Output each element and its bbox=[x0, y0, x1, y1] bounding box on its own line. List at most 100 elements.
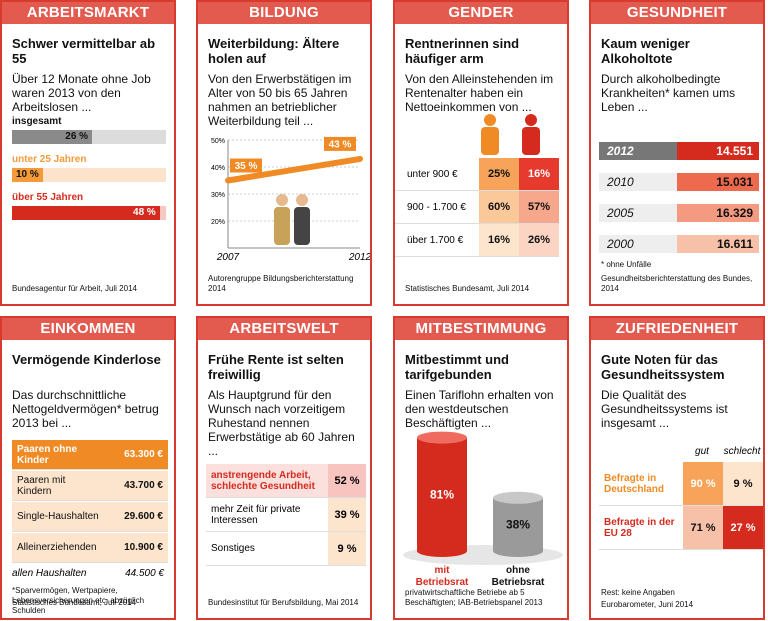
source: privatwirtschaftliche Betriebe ab 5 Besc… bbox=[405, 588, 543, 607]
value-cell: 52 % bbox=[328, 464, 366, 498]
value-cell: 43.700 € bbox=[104, 471, 168, 501]
row-label: Befragte in Deutschland bbox=[599, 462, 683, 506]
year: 2005 bbox=[607, 206, 634, 220]
panel-intro: Einen Tariflohn erhalten von den westdeu… bbox=[405, 388, 554, 430]
panel-title: Schwer vermittelbar ab 55 bbox=[12, 36, 156, 66]
year: 2000 bbox=[607, 237, 634, 251]
value-cell: 14.551 bbox=[677, 142, 759, 160]
source: Autorengruppe Bildungsberichterstattung … bbox=[208, 274, 354, 293]
table-cell: 71 % bbox=[683, 506, 723, 550]
total-value: 44.500 € bbox=[125, 568, 164, 579]
y-tick-label: 40% bbox=[211, 165, 225, 172]
value-cell: 63.300 € bbox=[104, 440, 168, 470]
card: BILDUNG Weiterbildung: Ältere holen auf Vo… bbox=[196, 0, 372, 306]
footnote: *Sparvermögen, Wertpapiere, Lebensversic… bbox=[12, 586, 145, 615]
line bbox=[227, 155, 361, 184]
panel-intro: Das durchschnittliche Nettogeldvermögen*… bbox=[12, 388, 159, 430]
y-tick-label: 20% bbox=[211, 219, 225, 226]
panel-title: Gute Noten für das Gesundheitssystem bbox=[601, 352, 725, 382]
row-label: Single-Haushalten bbox=[12, 502, 104, 532]
cylinder-top bbox=[417, 431, 467, 444]
panel-header: ARBEITSMARKT bbox=[2, 2, 174, 24]
row-label: unter 900 € bbox=[395, 158, 479, 191]
table-cell: 27 % bbox=[723, 506, 763, 550]
source: Bundesinstitut für Berufsbildung, Mai 20… bbox=[208, 598, 359, 607]
source: Gesundheitsberichterstattung des Bundes,… bbox=[601, 274, 753, 293]
table-cell: 90 % bbox=[683, 462, 723, 506]
panel-header: EINKOMMEN bbox=[2, 318, 174, 340]
year: 2012 bbox=[607, 144, 634, 158]
figure-icon bbox=[484, 114, 496, 126]
table-cell: 26% bbox=[519, 224, 559, 257]
table-cell: 16% bbox=[519, 158, 559, 191]
card: GENDER Rentnerinnen sind häufiger arm Von … bbox=[393, 0, 569, 306]
panel-title: Rentnerinnen sind häufiger arm bbox=[405, 36, 520, 66]
line-chart: 20% 30% 40% 50% 35 % 2007 43 % 2012 bbox=[211, 136, 370, 263]
cylinder-base bbox=[493, 545, 543, 557]
cylinder-base bbox=[417, 545, 467, 557]
bar-label: unter 25 Jahren bbox=[12, 154, 87, 165]
source: Statistisches Bundesamt, Juli 2014 bbox=[405, 284, 530, 293]
bar-value: 48 % bbox=[133, 207, 156, 218]
bar-value: 26 % bbox=[65, 131, 89, 142]
panel-header: GENDER bbox=[395, 2, 567, 24]
category-label: ohne Betriebsrat bbox=[492, 565, 545, 586]
bar-track bbox=[12, 168, 166, 182]
source: Eurobarometer, Juni 2014 bbox=[601, 600, 694, 609]
footnote: * ohne Unfälle bbox=[601, 260, 652, 269]
panel-intro: Als Hauptgrund für den Wunsch nach vorze… bbox=[208, 388, 355, 458]
panel-header: ZUFRIEDENHEIT bbox=[591, 318, 763, 340]
value-cell: 29.600 € bbox=[104, 502, 168, 532]
panel-header: GESUNDHEIT bbox=[591, 2, 763, 24]
y-tick-label: 50% bbox=[211, 138, 225, 145]
label-box bbox=[230, 158, 262, 173]
panel-title: Weiterbildung: Ältere holen auf bbox=[208, 36, 340, 66]
bar bbox=[12, 206, 160, 220]
bar-value: 10 % bbox=[16, 169, 39, 180]
cylinder bbox=[493, 497, 543, 551]
cylinder bbox=[417, 437, 467, 551]
table-cell: 60% bbox=[479, 191, 519, 224]
figure-icon bbox=[522, 127, 540, 155]
figure-body bbox=[294, 207, 310, 245]
value-label: 43 % bbox=[329, 139, 352, 150]
row-label: 900 - 1.700 € bbox=[395, 191, 479, 224]
year: 2010 bbox=[607, 175, 634, 189]
cylinder-top bbox=[493, 491, 543, 504]
total-label: allen Haushalten bbox=[12, 568, 87, 579]
figure-icon bbox=[481, 127, 499, 155]
panel-intro: Die Qualität des Gesundheitssystems ist … bbox=[601, 388, 728, 430]
panel-title: Mitbestimmt und tarifgebunden bbox=[405, 352, 509, 382]
figure-icon bbox=[525, 114, 537, 126]
panel-header: ARBEITSWELT bbox=[198, 318, 370, 340]
value-cell: 39 % bbox=[328, 498, 366, 532]
panel-intro: Durch alkoholbedingte Krankheiten* kamen… bbox=[601, 72, 736, 114]
row-label: Paaren ohne Kinder bbox=[12, 440, 104, 470]
card: EINKOMMEN Vermögende Kinderlose Das durchs… bbox=[0, 316, 176, 620]
panel-header: BILDUNG bbox=[198, 2, 370, 24]
point bbox=[357, 155, 363, 162]
panel-title: Vermögende Kinderlose bbox=[12, 352, 161, 367]
row-label: Befragte in der EU 28 bbox=[599, 506, 683, 550]
figure-head bbox=[296, 194, 308, 206]
x-tick-label: 2007 bbox=[216, 252, 240, 263]
source: Bundesagentur für Arbeit, Juli 2014 bbox=[12, 284, 137, 293]
table-cell: 9 % bbox=[723, 462, 763, 506]
figure-body bbox=[274, 207, 290, 245]
bar-label: insgesamt bbox=[12, 116, 62, 127]
value-label: 38% bbox=[506, 517, 530, 531]
value-cell: 10.900 € bbox=[104, 533, 168, 563]
value-label: 35 % bbox=[235, 161, 258, 172]
label-box bbox=[324, 136, 356, 151]
cylinder-chart: 81% mit Betriebsrat 38% ohne Betriebsrat bbox=[403, 431, 563, 586]
source: Statistisches Bundesamt, Juli 2014 bbox=[12, 598, 137, 607]
figure-head bbox=[276, 194, 288, 206]
panel-title: Kaum weniger Alkoholtote bbox=[601, 36, 690, 66]
panel-header: MITBESTIMMUNG bbox=[395, 318, 567, 340]
category-label: mit Betriebsrat bbox=[416, 565, 469, 586]
column-label: gut bbox=[695, 446, 709, 457]
value-cell: 15.031 bbox=[677, 173, 759, 191]
row-label: anstrengende Arbeit, schlechte Gesundhei… bbox=[206, 464, 328, 498]
card: ARBEITSMARKT Schwer vermittelbar ab 55 Übe… bbox=[0, 0, 176, 306]
card: ARBEITSWELT Frühe Rente ist selten freiwi… bbox=[196, 316, 372, 620]
